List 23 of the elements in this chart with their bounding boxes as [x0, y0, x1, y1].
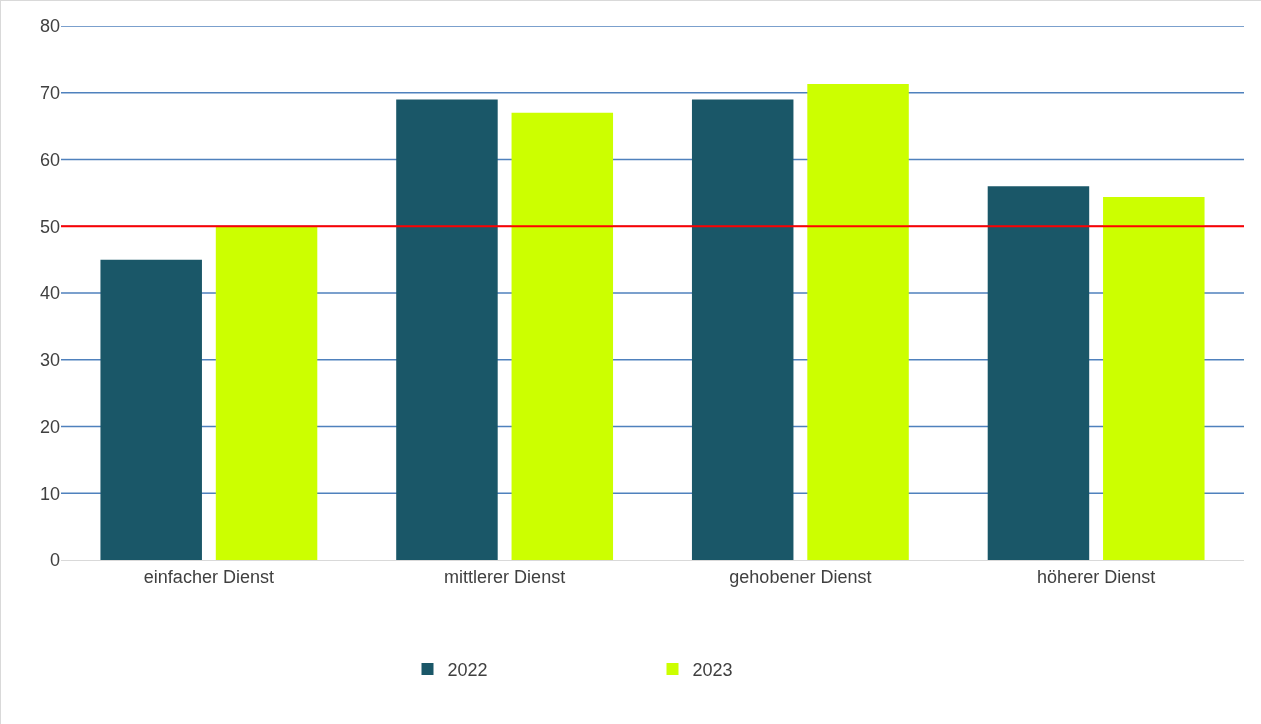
- bar: [511, 112, 614, 560]
- x-tick-label: einfacher Dienst: [143, 566, 274, 587]
- y-tick-label: 10: [39, 483, 60, 504]
- bar: [215, 226, 318, 560]
- bar: [987, 186, 1090, 560]
- bar: [807, 84, 909, 560]
- bar: [396, 99, 498, 560]
- y-tick-label: 20: [39, 416, 60, 437]
- bar: [691, 99, 794, 560]
- y-tick-label: 40: [39, 283, 60, 304]
- y-tick-label: 0: [49, 550, 60, 571]
- y-tick-label: 70: [39, 83, 60, 104]
- legend-label: 2022: [447, 660, 488, 680]
- bar: [100, 259, 202, 560]
- x-tick-label: mittlerer Dienst: [444, 566, 566, 587]
- x-tick-label: gehobener Dienst: [729, 566, 872, 587]
- y-tick-label: 60: [39, 149, 60, 170]
- y-tick-label: 30: [39, 350, 60, 371]
- y-tick-label: 80: [39, 16, 60, 37]
- legend-label: 2023: [692, 660, 733, 680]
- x-tick-label: höherer Dienst: [1037, 566, 1156, 587]
- bar: [1103, 196, 1205, 560]
- y-tick-label: 50: [39, 216, 60, 237]
